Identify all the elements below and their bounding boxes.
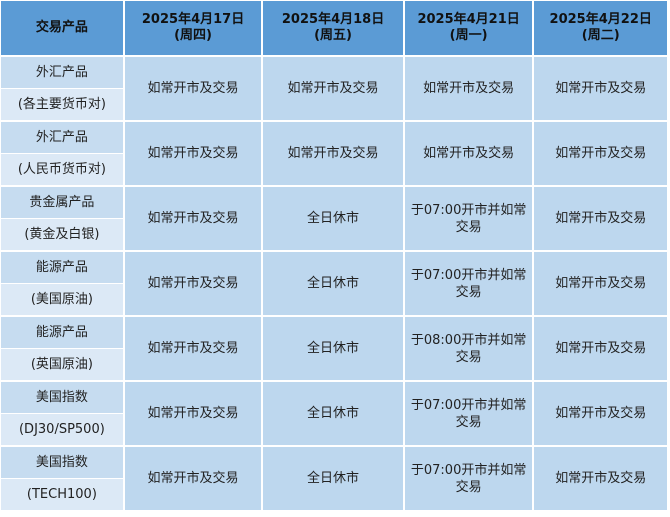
header-date: 2025年4月22日 (周二) xyxy=(534,1,667,55)
product-name: 贵金属产品 xyxy=(1,187,123,218)
date: 2025年4月21日 xyxy=(417,12,520,27)
status-cell: 于08:00开市并如常交易 xyxy=(404,317,533,380)
status-cell: 如常开市及交易 xyxy=(534,382,667,445)
table-row: 贵金属产品 (黄金及白银) 如常开市及交易 全日休市 于07:00开市并如常交易 如常开市… xyxy=(1,187,667,250)
status-cell: 如常开市及交易 xyxy=(263,122,403,185)
status-cell: 如常开市及交易 xyxy=(534,252,667,315)
status-cell: 如常开市及交易 xyxy=(124,57,262,120)
status-cell: 如常开市及交易 xyxy=(124,317,262,380)
product-name: 外汇产品 xyxy=(1,57,123,88)
product-detail: (各主要货币对) xyxy=(1,89,123,120)
product-detail: (黄金及白银) xyxy=(1,219,123,250)
status-cell: 如常开市及交易 xyxy=(124,187,262,250)
product-cell: 美国指数 (TECH100) xyxy=(1,447,123,510)
status-cell: 于07:00开市并如常交易 xyxy=(404,252,533,315)
status-cell: 全日休市 xyxy=(263,317,403,380)
status-cell: 如常开市及交易 xyxy=(124,122,262,185)
date: 2025年4月17日 xyxy=(141,12,245,27)
status-cell: 全日休市 xyxy=(263,382,403,445)
product-detail: (英国原油) xyxy=(1,349,123,380)
product-name: 外汇产品 xyxy=(1,122,123,153)
weekday: (周五) xyxy=(314,28,352,43)
weekday: (周四) xyxy=(174,28,212,43)
header-row: 交易产品 2025年4月17日 (周四) 2025年4月18日 (周五) 2025年… xyxy=(1,1,667,55)
status-cell: 于07:00开市并如常交易 xyxy=(404,447,533,510)
status-cell: 如常开市及交易 xyxy=(404,122,533,185)
status-cell: 如常开市及交易 xyxy=(534,187,667,250)
status-cell: 如常开市及交易 xyxy=(534,447,667,510)
product-detail: (DJ30/SP500) xyxy=(1,414,123,445)
product-cell: 外汇产品 (各主要货币对) xyxy=(1,57,123,120)
date: 2025年4月18日 xyxy=(281,12,385,27)
header-date: 2025年4月17日 (周四) xyxy=(124,1,262,55)
table-row: 外汇产品 (各主要货币对) 如常开市及交易 如常开市及交易 如常开市及交易 如常开市及交易 xyxy=(1,57,667,120)
status-cell: 如常开市及交易 xyxy=(124,447,262,510)
status-cell: 于07:00开市并如常交易 xyxy=(404,187,533,250)
table-row: 能源产品 (美国原油) 如常开市及交易 全日休市 于07:00开市并如常交易 如常开市及交… xyxy=(1,252,667,315)
table-row: 美国指数 (DJ30/SP500) 如常开市及交易 全日休市 于07:00开市并如常交易… xyxy=(1,382,667,445)
product-name: 美国指数 xyxy=(1,382,123,413)
header-product: 交易产品 xyxy=(1,1,123,55)
date: 2025年4月22日 xyxy=(549,12,652,27)
table-row: 能源产品 (英国原油) 如常开市及交易 全日休市 于08:00开市并如常交易 如常开市及交… xyxy=(1,317,667,380)
status-cell: 全日休市 xyxy=(263,447,403,510)
status-cell: 于07:00开市并如常交易 xyxy=(404,382,533,445)
product-name: 能源产品 xyxy=(1,317,123,348)
header-date: 2025年4月18日 (周五) xyxy=(263,1,403,55)
status-cell: 如常开市及交易 xyxy=(404,57,533,120)
status-cell: 如常开市及交易 xyxy=(263,57,403,120)
status-cell: 如常开市及交易 xyxy=(534,57,667,120)
status-cell: 全日休市 xyxy=(263,252,403,315)
status-cell: 全日休市 xyxy=(263,187,403,250)
status-cell: 如常开市及交易 xyxy=(124,382,262,445)
weekday: (周一) xyxy=(449,28,488,43)
product-cell: 美国指数 (DJ30/SP500) xyxy=(1,382,123,445)
product-name: 美国指数 xyxy=(1,447,123,478)
status-cell: 如常开市及交易 xyxy=(534,122,667,185)
product-detail: (美国原油) xyxy=(1,284,123,315)
status-cell: 如常开市及交易 xyxy=(534,317,667,380)
product-cell: 能源产品 (美国原油) xyxy=(1,252,123,315)
product-detail: (TECH100) xyxy=(1,479,123,510)
product-detail: (人民币货币对) xyxy=(1,154,123,185)
table-row: 美国指数 (TECH100) 如常开市及交易 全日休市 于07:00开市并如常交易 如常开… xyxy=(1,447,667,510)
weekday: (周二) xyxy=(581,28,620,43)
header-date: 2025年4月21日 (周一) xyxy=(404,1,533,55)
product-name: 能源产品 xyxy=(1,252,123,283)
product-cell: 贵金属产品 (黄金及白银) xyxy=(1,187,123,250)
product-cell: 能源产品 (英国原油) xyxy=(1,317,123,380)
status-cell: 如常开市及交易 xyxy=(124,252,262,315)
table-row: 外汇产品 (人民币货币对) 如常开市及交易 如常开市及交易 如常开市及交易 如常开市及交易 xyxy=(1,122,667,185)
product-cell: 外汇产品 (人民币货币对) xyxy=(1,122,123,185)
